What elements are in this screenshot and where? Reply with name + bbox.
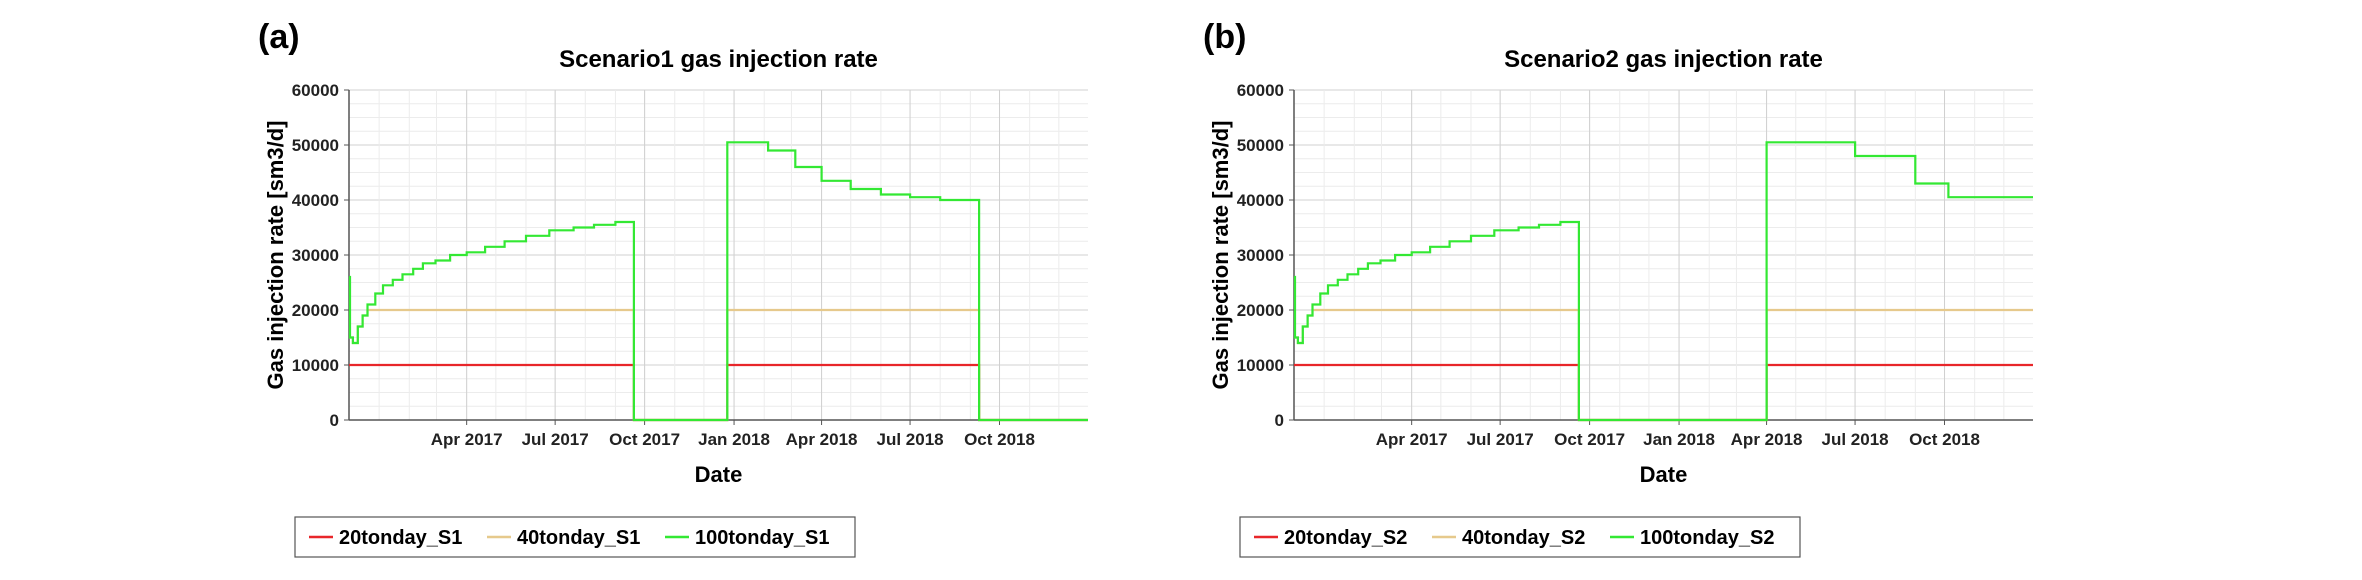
y-tick-label: 60000	[292, 81, 339, 100]
series-line-100tonday_S2	[1293, 141, 2033, 422]
legend-box	[1239, 516, 1801, 558]
chart-b-svg: (b) Scenario2 gas injection rate 0 10000 200…	[1203, 18, 2033, 558]
chart-title: Scenario1 gas injection rate	[559, 46, 878, 73]
legend-box	[294, 516, 856, 558]
y-tick-label: 50000	[292, 136, 339, 155]
legend: 20tonday_S1 40tonday_S1 100tonday_S1	[294, 516, 856, 558]
x-tick-label: Apr 2017	[431, 430, 503, 449]
y-tick-label: 20000	[1237, 301, 1284, 320]
legend-label: 20tonday_S1	[339, 527, 462, 549]
y-tick-label: 50000	[1237, 136, 1284, 155]
x-tick-label: Apr 2018	[786, 430, 858, 449]
y-tick-label: 20000	[292, 301, 339, 320]
y-axis-label: Gas injection rate [sm3/d]	[263, 121, 288, 390]
legend-label: 20tonday_S2	[1284, 527, 1407, 549]
panel-label: (b)	[1203, 18, 1246, 56]
x-tick-label: Jul 2018	[1822, 430, 1889, 449]
x-tick-label: Oct 2018	[1909, 430, 1980, 449]
x-tick-label: Apr 2017	[1376, 430, 1448, 449]
panel-label: (a)	[258, 18, 300, 56]
legend-label: 100tonday_S1	[695, 527, 830, 549]
x-tick-label: Jul 2017	[1467, 430, 1534, 449]
series-group	[1293, 141, 2033, 422]
x-tick-label: Oct 2017	[609, 430, 680, 449]
x-axis-label: Date	[1640, 462, 1688, 487]
y-axis-label: Gas injection rate [sm3/d]	[1208, 121, 1233, 390]
chart-panel-a: (a) Scenario1 gas injection rate 0 10000 200…	[255, 0, 1255, 575]
y-tick-label: 40000	[292, 191, 339, 210]
x-tick-label: Oct 2017	[1554, 430, 1625, 449]
y-tick-label: 10000	[1237, 356, 1284, 375]
series-line-100tonday_S1	[348, 141, 1088, 422]
y-tick-label: 40000	[1237, 191, 1284, 210]
x-tick-label: Jan 2018	[1643, 430, 1715, 449]
y-tick-label: 0	[330, 411, 339, 430]
y-tick-label: 60000	[1237, 81, 1284, 100]
legend-label: 40tonday_S1	[517, 527, 640, 549]
y-tick-label: 10000	[292, 356, 339, 375]
chart-panel-b: (b) Scenario2 gas injection rate 0 10000 200…	[1200, 0, 2200, 575]
x-axis-label: Date	[695, 462, 743, 487]
x-tick-label: Jul 2017	[522, 430, 589, 449]
x-tick-label: Apr 2018	[1731, 430, 1803, 449]
legend-label: 40tonday_S2	[1462, 527, 1585, 549]
chart-title: Scenario2 gas injection rate	[1504, 46, 1823, 73]
series-group	[348, 141, 1088, 422]
y-tick-label: 0	[1275, 411, 1284, 430]
y-tick-label: 30000	[292, 246, 339, 265]
x-tick-label: Jan 2018	[698, 430, 770, 449]
x-tick-label: Oct 2018	[964, 430, 1035, 449]
x-tick-label: Jul 2018	[877, 430, 944, 449]
legend-label: 100tonday_S2	[1640, 527, 1775, 549]
chart-a-svg: (a) Scenario1 gas injection rate 0 10000 200…	[258, 18, 1088, 558]
y-tick-label: 30000	[1237, 246, 1284, 265]
legend: 20tonday_S2 40tonday_S2 100tonday_S2	[1239, 516, 1801, 558]
